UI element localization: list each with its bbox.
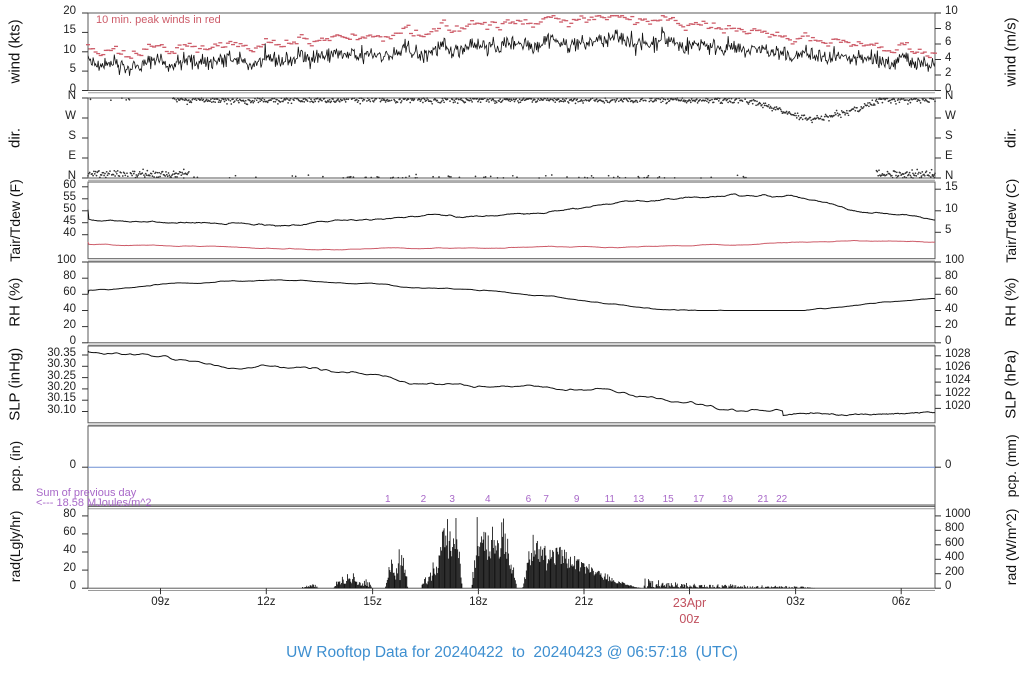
svg-text:7: 7 bbox=[543, 494, 549, 505]
svg-text:2: 2 bbox=[421, 494, 427, 505]
svg-text:22: 22 bbox=[776, 494, 788, 505]
svg-text:21: 21 bbox=[758, 494, 770, 505]
svg-text:10 min. peak winds in red: 10 min. peak winds in red bbox=[96, 14, 221, 26]
svg-text:13: 13 bbox=[633, 494, 645, 505]
svg-text:17: 17 bbox=[693, 494, 705, 505]
svg-text:9: 9 bbox=[574, 494, 580, 505]
svg-text:11: 11 bbox=[605, 494, 616, 505]
svg-text:6: 6 bbox=[526, 494, 532, 505]
svg-text:3: 3 bbox=[449, 494, 455, 505]
svg-text:1: 1 bbox=[385, 494, 391, 505]
svg-text:15: 15 bbox=[663, 494, 675, 505]
svg-text:4: 4 bbox=[485, 494, 491, 505]
svg-text:19: 19 bbox=[722, 494, 734, 505]
